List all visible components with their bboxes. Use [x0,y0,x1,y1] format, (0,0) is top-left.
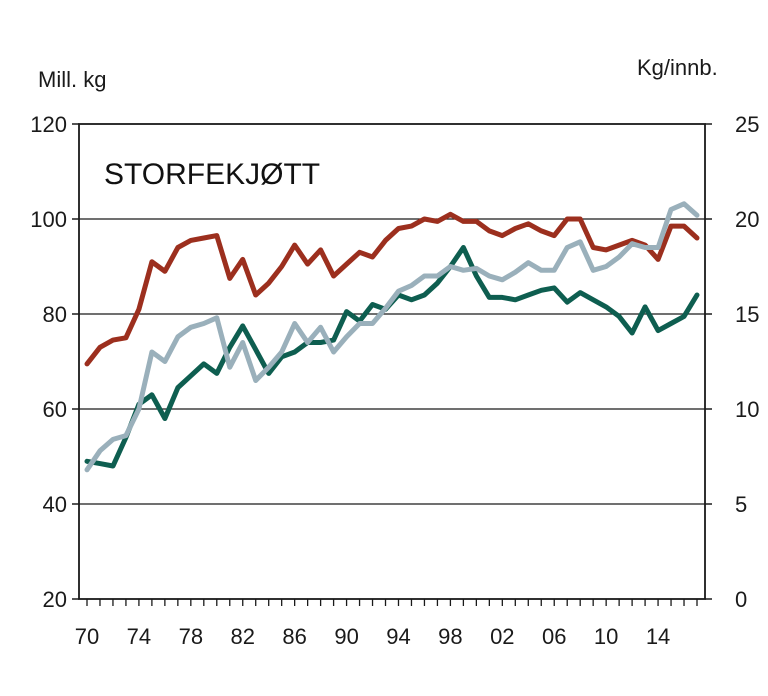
left-y-tick-label: 60 [43,397,67,422]
right-y-tick-labels: 0 5 10 15 20 25 [735,112,759,612]
x-tick-label: 10 [594,624,618,649]
left-y-tick-label: 40 [43,492,67,517]
x-tick-label: 94 [386,624,410,649]
series-line-1 [84,211,700,367]
right-y-tick-label: 15 [735,302,759,327]
x-tick-label: 74 [127,624,151,649]
chart-title: STORFEKJØTT [104,158,320,191]
series-line-2 [84,245,700,469]
right-axis-unit-label: Kg/innb. [637,55,718,80]
right-y-tick-label: 0 [735,587,747,612]
left-y-tick-label: 80 [43,302,67,327]
left-y-tick-label: 120 [30,112,67,137]
x-tick-label: 90 [334,624,358,649]
left-y-tick-label: 20 [43,587,67,612]
x-tick-label: 82 [231,624,255,649]
right-y-tick-label: 25 [735,112,759,137]
x-tick-marks [86,599,698,606]
x-tick-label: 14 [646,624,670,649]
left-y-tick-labels: 20 40 60 80 100 120 [30,112,67,612]
x-tick-label: 06 [542,624,566,649]
left-y-tick-label: 100 [30,207,67,232]
x-tick-label: 70 [75,624,99,649]
horizontal-gridlines [79,218,705,505]
plot-frame [72,123,712,600]
x-tick-label: 02 [490,624,514,649]
x-tick-label: 78 [179,624,203,649]
right-y-tick-label: 5 [735,492,747,517]
right-y-tick-label: 20 [735,207,759,232]
series-line-3 [84,201,700,473]
series-lines [84,201,700,473]
plot-border [78,123,706,600]
x-tick-label: 98 [438,624,462,649]
x-tick-label: 86 [282,624,306,649]
right-y-tick-label: 10 [735,397,759,422]
x-tick-labels: 70 74 78 82 86 90 94 98 02 06 10 14 [75,624,671,649]
left-axis-unit-label: Mill. kg [38,67,106,92]
